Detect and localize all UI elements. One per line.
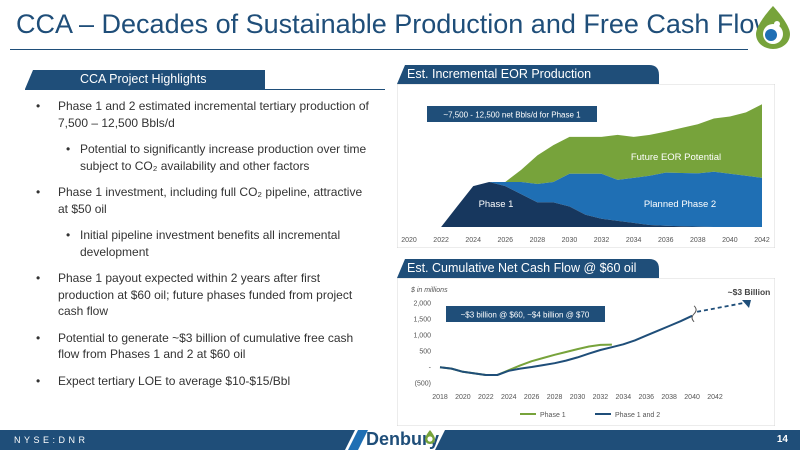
highlight-bullet: Potential to significantly increase prod… [36,141,372,174]
title-divider [10,49,748,50]
eor-chart-tab: Est. Incremental EOR Production [397,65,659,84]
phase1-area-label: Phase 1 [479,199,514,210]
phase1-area [409,182,762,227]
cash-x-tick-label: 2024 [501,394,517,401]
cashflow-end-label: ~$3 Billion [728,287,771,297]
footer-ticker: NYSE:DNR [14,435,89,445]
eor-x-tick-label: 2022 [433,237,449,244]
highlight-bullet: Phase 1 payout expected within 2 years a… [36,270,372,320]
cash-x-tick-label: 2040 [684,394,700,401]
cash-x-tick-label: 2038 [661,394,677,401]
eor-x-tick-label: 2028 [530,237,546,244]
eor-chart-heading: Est. Incremental EOR Production [407,67,592,81]
cashflow-chart-heading: Est. Cumulative Net Cash Flow @ $60 oil [407,261,637,275]
page-number: 14 [776,434,788,445]
phase2-area-label: Planned Phase 2 [644,199,716,210]
cashflow-extension-dashed-line [696,301,750,313]
eor-x-tick-label: 2026 [497,237,513,244]
cash-x-tick-label: 2022 [478,394,494,401]
cash-y-tick-label: 1,000 [413,333,431,340]
future-area-label: Future EOR Potential [631,152,721,163]
eor-x-tick-label: 2032 [594,237,610,244]
cumulative-cashflow-chart: $ in millions (500) - 500 1,000 1,500 2,000 2… [397,278,775,426]
cash-y-tick-label: 1,500 [413,317,431,324]
highlight-bullet: Potential to generate ~$3 billion of cum… [36,330,372,363]
phase12-line [439,314,693,376]
eor-x-tick-label: 2020 [401,237,417,244]
eor-x-tick-label: 2038 [690,237,706,244]
eor-x-tick-label: 2036 [658,237,674,244]
cashflow-unit-label: $ in millions [410,287,448,294]
eor-callout-text: ~7,500 - 12,500 net Bbls/d for Phase 1 [443,111,581,120]
cash-x-tick-label: 2042 [707,394,723,401]
eor-production-chart: 2020 2022 2024 2026 2028 2030 2032 2034 2036 2038… [397,84,775,248]
highlight-bullet: Phase 1 investment, including full CO₂ p… [36,184,372,217]
eor-callout-box [427,106,597,122]
cash-y-tick-label: - [429,365,432,372]
highlight-bullet: Phase 1 and 2 estimated incremental tert… [36,98,372,131]
cash-x-tick-label: 2026 [524,394,540,401]
footer-bar [0,430,800,450]
cash-x-tick-label: 2020 [455,394,471,401]
cashflow-extension-arrow-icon [742,300,751,308]
cash-y-tick-label: 2,000 [413,301,431,308]
cash-x-tick-label: 2034 [616,394,632,401]
cash-x-tick-label: 2032 [593,394,609,401]
footer-company-logo: Denbury [366,429,440,449]
cashflow-callout-text: ~$3 billion @ $60, ~$4 billion @ $70 [461,311,590,320]
cash-y-tick-label: 500 [419,349,431,356]
footer-drop-icon [425,430,435,444]
axis-break-icon [691,305,697,323]
cashflow-callout-box [446,306,605,322]
phase2-area [409,171,762,227]
legend-label: Phase 1 and 2 [615,412,660,419]
eor-x-tick-label: 2034 [626,237,642,244]
eor-x-tick-label: 2042 [754,237,770,244]
cash-x-tick-label: 2028 [547,394,563,401]
eor-x-tick-label: 2030 [562,237,578,244]
highlights-divider [25,89,385,90]
cashflow-chart-tab: Est. Cumulative Net Cash Flow @ $60 oil [397,259,659,278]
highlights-bullet-list: Phase 1 and 2 estimated incremental tert… [36,98,372,399]
cash-x-tick-label: 2030 [570,394,586,401]
highlight-bullet: Initial pipeline investment benefits all… [36,227,372,260]
future-area [409,104,762,227]
highlight-bullet: Expect tertiary LOE to average $10-$15/B… [36,373,372,390]
legend-label: Phase 1 [540,412,566,419]
denbury-drop-logo-icon [756,6,790,49]
cash-x-tick-label: 2036 [638,394,654,401]
highlights-heading: CCA Project Highlights [80,72,207,86]
cash-x-tick-label: 2018 [432,394,448,401]
cash-y-tick-label: (500) [415,381,431,388]
eor-x-tick-label: 2040 [722,237,738,244]
eor-x-tick-label: 2024 [465,237,481,244]
slide-title: CCA – Decades of Sustainable Production … [16,9,774,39]
highlights-tab: CCA Project Highlights [25,70,265,89]
